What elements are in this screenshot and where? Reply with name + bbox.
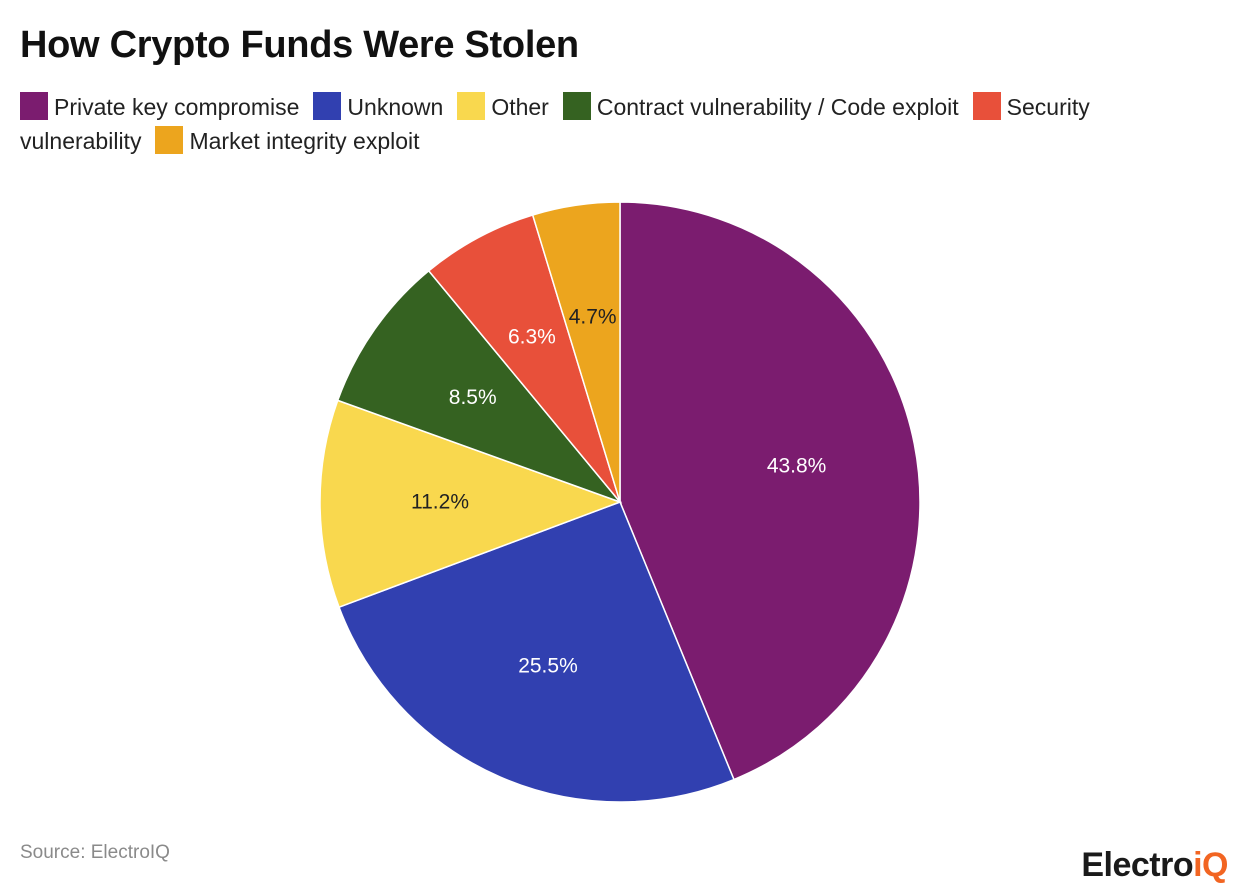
legend-item: Contract vulnerability / Code exploit <box>562 92 959 120</box>
legend-label: Other <box>491 94 549 120</box>
legend-swatch <box>972 92 1001 120</box>
slice-data-label: 6.3% <box>508 326 556 349</box>
pie-slice <box>619 201 921 781</box>
slice-data-label: 43.8% <box>767 455 827 478</box>
slice-data-label: 8.5% <box>449 386 497 409</box>
pie-slice <box>319 399 623 609</box>
legend-item: Security vulnerability <box>20 92 1090 154</box>
slice-data-label: 4.7% <box>569 306 617 329</box>
pie-slice <box>531 201 621 503</box>
legend-label: Security vulnerability <box>20 94 1090 154</box>
legend-swatch <box>20 92 48 120</box>
slice-data-label: 25.5% <box>518 655 578 678</box>
legend-item: Market integrity exploit <box>155 126 420 154</box>
legend-item: Other <box>457 92 549 120</box>
legend-label: Unknown <box>347 94 444 120</box>
legend-label: Contract vulnerability / Code exploit <box>596 94 959 120</box>
legend-item: Unknown <box>313 92 444 120</box>
chart-legend: Private key compromise Unknown Other Contra… <box>20 90 1210 158</box>
chart-title: How Crypto Funds Were Stolen <box>20 24 579 66</box>
slice-data-label: 11.2% <box>411 491 469 514</box>
pie-slice <box>427 214 621 503</box>
legend-item: Private key compromise <box>20 92 300 120</box>
pie-slice <box>336 269 623 504</box>
legend-swatch <box>313 92 342 120</box>
brand-logo-main: Electro <box>1081 846 1194 884</box>
brand-logo: ElectroiQ <box>1081 846 1228 884</box>
pie-labels: 43.8% 25.5% 11.2% 8.5% 6.3% 4.7% <box>411 306 826 678</box>
pie-slice <box>338 501 735 803</box>
legend-swatch <box>457 92 486 120</box>
legend-swatch <box>562 92 591 120</box>
brand-logo-accent: iQ <box>1193 846 1228 884</box>
pie-slices <box>319 201 921 803</box>
legend-swatch <box>155 126 184 154</box>
legend-label: Private key compromise <box>54 94 300 120</box>
source-note: Source: ElectroIQ <box>20 842 170 863</box>
legend-label: Market integrity exploit <box>189 128 420 154</box>
